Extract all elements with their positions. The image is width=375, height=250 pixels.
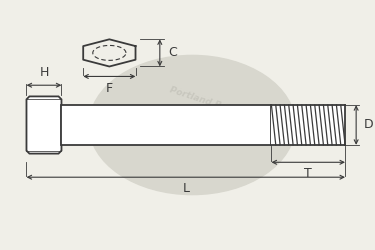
Text: & MANUFACTURING COMPANY: & MANUFACTURING COMPANY <box>174 107 237 131</box>
Text: F: F <box>106 82 113 95</box>
Text: L: L <box>182 182 189 195</box>
Text: H: H <box>39 66 49 79</box>
Bar <box>272 105 345 145</box>
Polygon shape <box>27 96 62 154</box>
Text: EST. 1912: EST. 1912 <box>178 132 203 145</box>
Text: T: T <box>304 167 312 180</box>
Text: C: C <box>168 46 177 60</box>
Bar <box>62 105 272 145</box>
Text: D: D <box>363 118 373 132</box>
Circle shape <box>89 56 296 194</box>
Text: Portland Bolt: Portland Bolt <box>168 86 235 115</box>
